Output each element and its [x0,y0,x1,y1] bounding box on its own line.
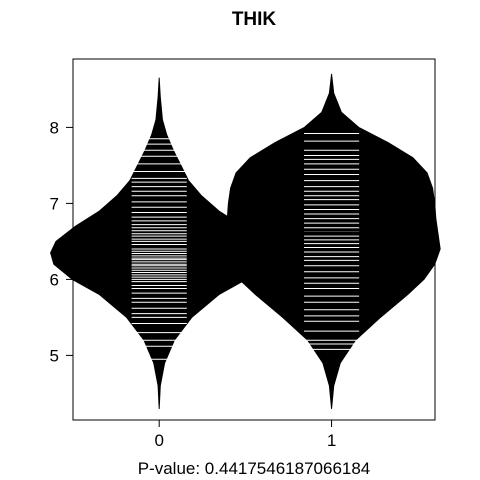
y-tick-label-8: 8 [50,118,59,137]
x-axis-label: P-value: 0.4417546187066184 [138,459,371,478]
plot-frame [72,58,436,421]
axes-layer: 5 6 7 8 0 1 [50,118,337,450]
beans-layer [50,73,441,410]
y-tick-label-5: 5 [50,346,59,365]
x-tick-label-0: 0 [154,431,163,450]
y-tick-label-7: 7 [50,194,59,213]
x-tick-label-1: 1 [327,431,336,450]
y-tick-label-6: 6 [50,270,59,289]
bean-group-1 [222,73,441,410]
chart-title: THIK [232,9,277,30]
